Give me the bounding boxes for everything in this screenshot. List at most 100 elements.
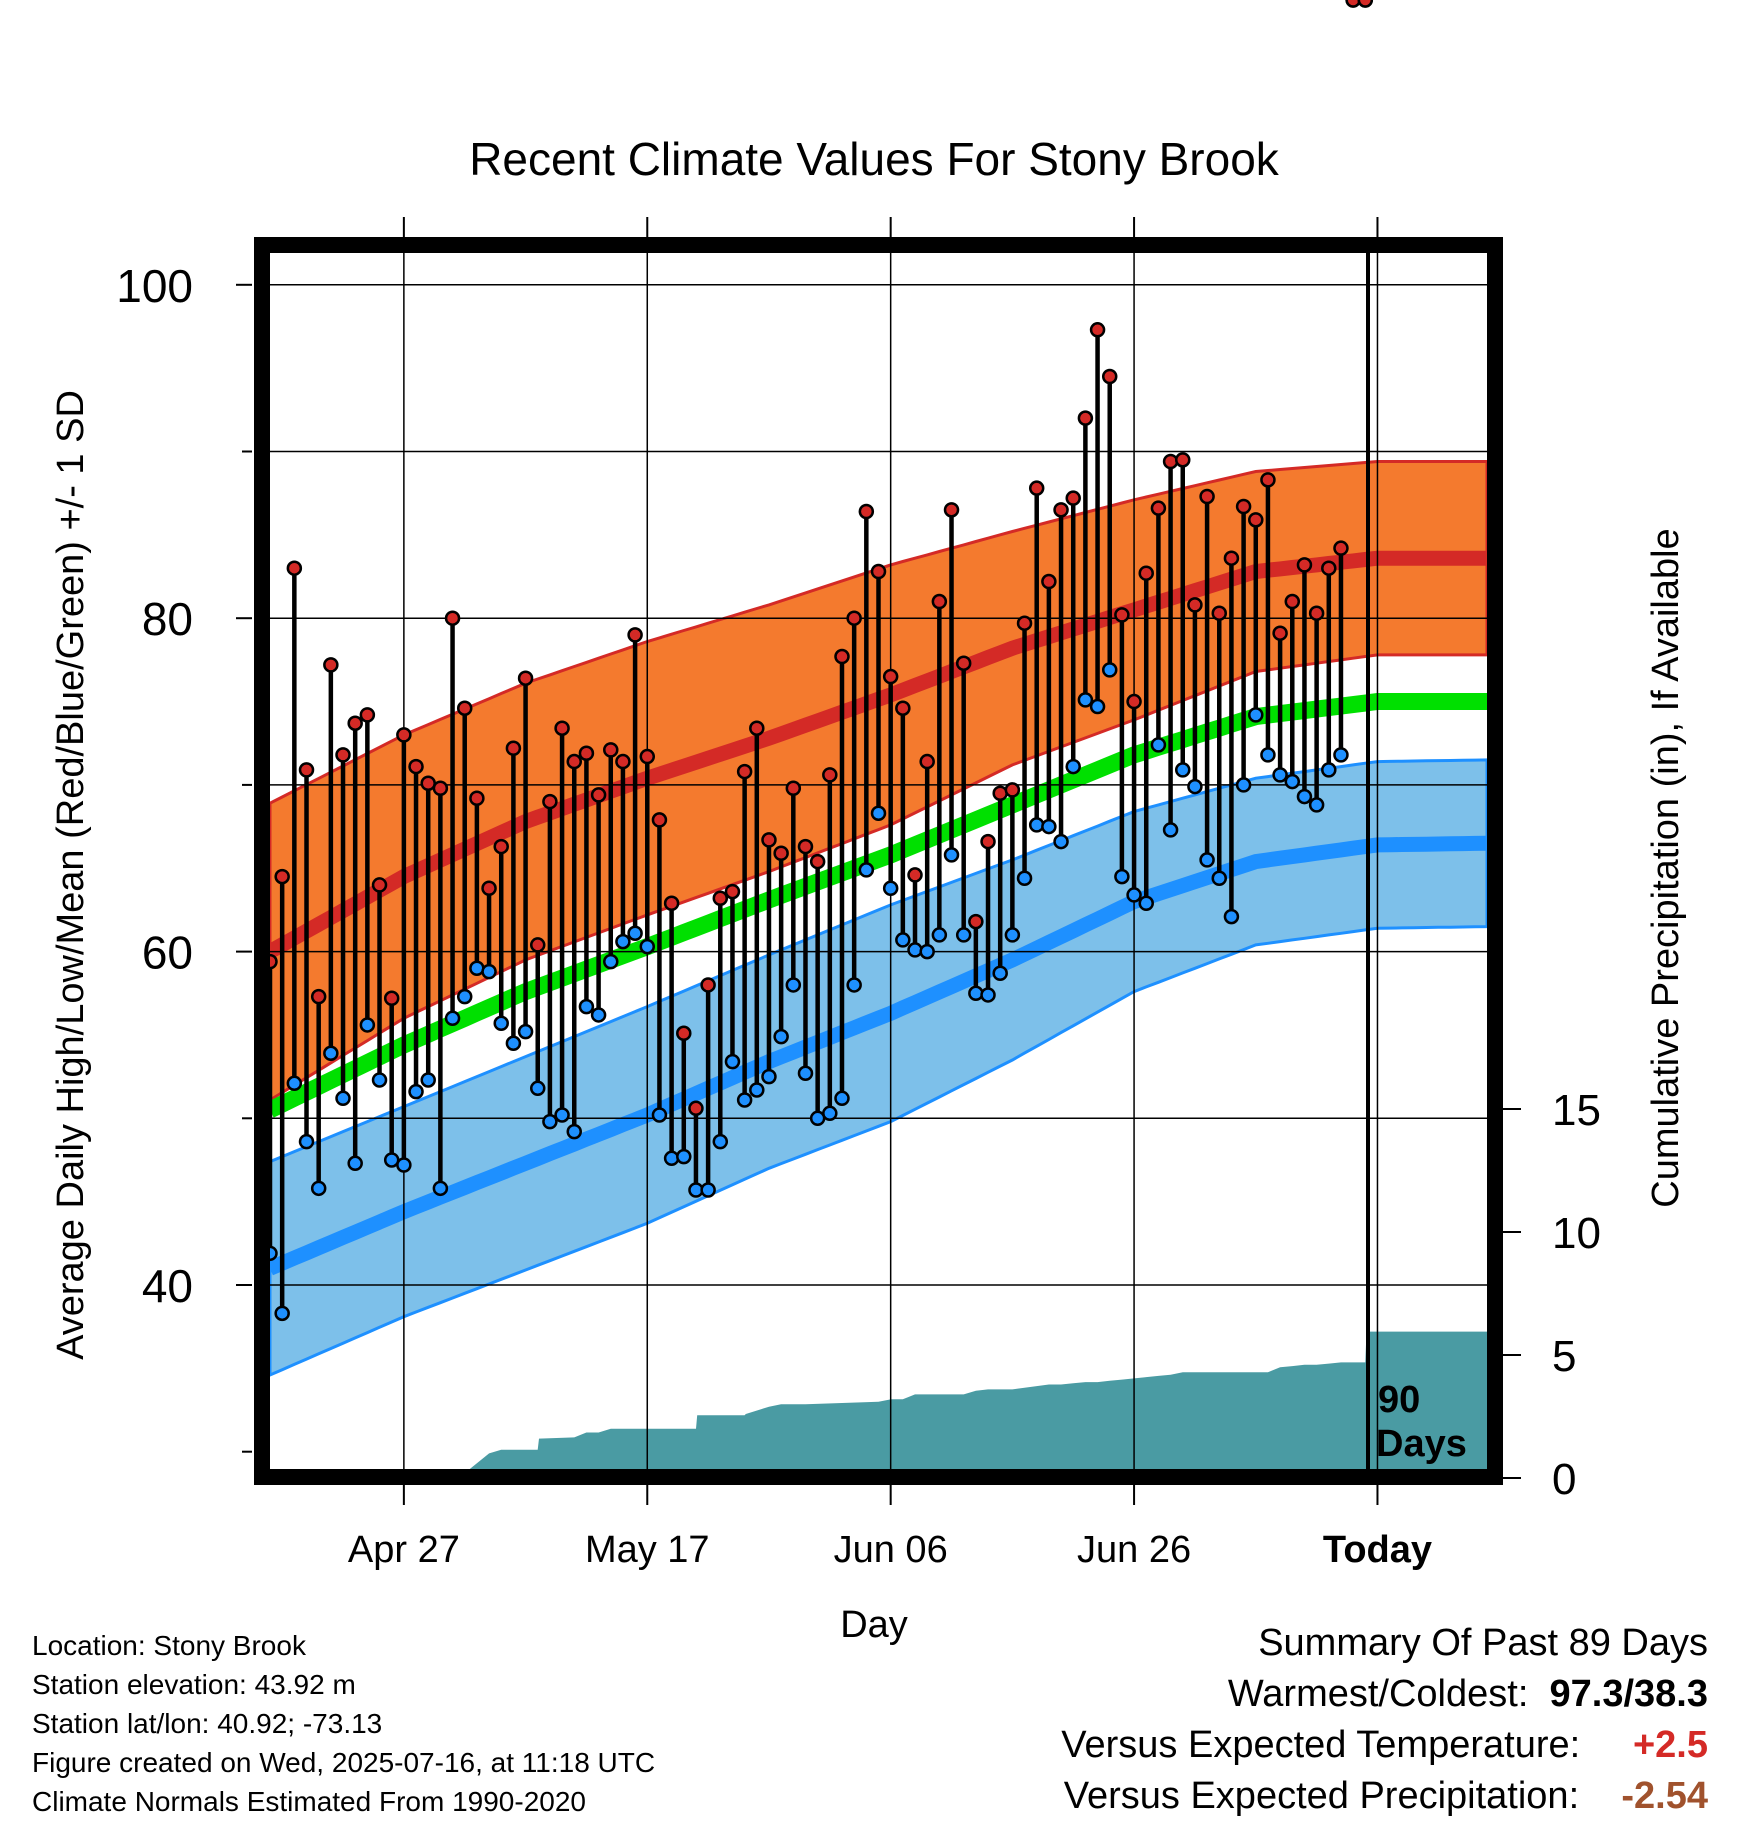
daily-high-point: [1175, 452, 1191, 468]
x-tick-label: May 17: [585, 1529, 710, 1571]
daily-low-point: [615, 933, 631, 950]
daily-high-point: [1211, 605, 1228, 621]
footer-elevation: Station elevation: 43.92 m: [32, 1669, 356, 1700]
daily-low-point: [797, 1065, 814, 1082]
daily-low-point: [1150, 737, 1167, 753]
summary-temp-value: +2.5: [1632, 1724, 1708, 1766]
daily-high-point: [676, 1025, 692, 1042]
daily-high-point: [1028, 480, 1045, 496]
daily-low-point: [895, 932, 911, 948]
daily-observations: [262, 0, 1374, 1322]
daily-low-point: [1004, 927, 1021, 943]
daily-high-point: [1199, 488, 1215, 505]
summary-warm-cold-label: Warmest/Coldest:: [1227, 1673, 1529, 1715]
daily-low-point: [1321, 762, 1337, 778]
daily-low-point: [663, 1150, 680, 1167]
daily-high-point: [688, 1100, 704, 1117]
y-tick-label: 80: [142, 593, 193, 645]
daily-high-point: [858, 503, 875, 520]
daily-low-point: [1308, 797, 1325, 813]
daily-low-point: [1101, 662, 1118, 678]
x-tick-label: Jun 26: [1077, 1529, 1191, 1571]
daily-high-point: [347, 715, 363, 731]
daily-high-point: [1308, 605, 1325, 621]
daily-high-point: [383, 990, 400, 1007]
daily-low-point: [834, 1090, 850, 1107]
daily-low-point: [955, 927, 972, 943]
daily-low-point: [554, 1107, 570, 1123]
daily-low-point: [1260, 747, 1276, 763]
summary-precip-value: -2.54: [1621, 1775, 1708, 1817]
daily-low-point: [359, 1017, 376, 1033]
daily-low-point: [749, 1082, 765, 1098]
daily-high-point: [298, 762, 315, 778]
daily-low-point: [298, 1133, 315, 1150]
daily-low-point: [858, 862, 875, 878]
daily-high-point: [1077, 410, 1094, 426]
daily-high-point: [1004, 782, 1021, 798]
chart-title: Recent Climate Values For Stony Brook: [469, 133, 1280, 185]
daily-low-point: [1175, 762, 1191, 778]
daily-high-point: [1187, 597, 1203, 613]
daily-low-point: [335, 1090, 351, 1107]
y2-tick-label: 15: [1552, 1086, 1601, 1135]
daily-high-point: [529, 937, 546, 953]
summary-title: Summary Of Past 89 Days: [1258, 1622, 1708, 1664]
daily-high-point: [1296, 557, 1313, 573]
daily-low-point: [274, 1305, 290, 1322]
y-axis-label: Average Daily High/Low/Mean (Red/Blue/Gr…: [50, 390, 92, 1360]
daily-low-point: [1016, 870, 1033, 887]
footer-created: Figure created on Wed, 2025-07-16, at 11…: [32, 1747, 656, 1778]
daily-low-point: [822, 1105, 838, 1122]
daily-low-point: [639, 938, 656, 955]
daily-high-point: [335, 747, 351, 763]
daily-high-point: [1333, 540, 1349, 556]
y2-tick-label: 0: [1552, 1455, 1576, 1504]
daily-low-point: [590, 1007, 607, 1023]
daily-high-point: [274, 868, 290, 885]
daily-low-point: [943, 847, 960, 863]
daily-low-point: [882, 880, 899, 897]
y2-tick-label: 10: [1552, 1209, 1601, 1258]
daily-low-point: [408, 1083, 424, 1100]
daily-low-point: [846, 977, 862, 993]
daily-high-point: [1114, 607, 1130, 623]
summary-warm-cold-value: 97.3/38.3: [1549, 1673, 1708, 1715]
daily-high-point: [724, 883, 741, 900]
daily-low-point: [310, 1180, 327, 1197]
daily-high-point: [1101, 368, 1118, 385]
daily-low-point: [627, 925, 643, 942]
summary-warm-cold-row: Warmest/Coldest: 97.3/38.3: [1228, 1673, 1708, 1716]
daily-high-point: [712, 890, 729, 907]
daily-low-point: [992, 965, 1008, 982]
today-marker-label-line2: Days: [1376, 1423, 1467, 1465]
daily-low-point: [529, 1080, 546, 1097]
daily-high-point: [834, 648, 850, 665]
daily-high-point: [1126, 693, 1142, 710]
daily-low-point: [542, 1113, 558, 1130]
daily-high-point: [651, 812, 668, 828]
daily-high-point: [1053, 502, 1069, 518]
daily-high-point: [980, 833, 996, 850]
daily-low-point: [724, 1053, 741, 1070]
daily-high-point: [736, 763, 753, 780]
daily-high-point: [1248, 512, 1264, 528]
daily-high-point: [481, 880, 497, 897]
daily-high-point: [590, 787, 607, 803]
daily-low-point: [1126, 887, 1142, 903]
daily-high-point: [1235, 498, 1252, 515]
daily-high-point: [517, 670, 534, 686]
daily-low-point: [323, 1045, 339, 1062]
daily-high-point: [1260, 472, 1276, 488]
daily-low-point: [1114, 868, 1130, 885]
daily-high-point: [968, 913, 984, 930]
daily-high-point: [1272, 625, 1288, 641]
daily-low-point: [773, 1028, 789, 1045]
daily-low-point: [1248, 707, 1264, 723]
x-axis-label: Day: [840, 1604, 908, 1646]
daily-low-point: [481, 963, 497, 980]
daily-low-point: [1138, 895, 1154, 912]
summary-temp-row: Versus Expected Temperature: +2.5: [1061, 1724, 1708, 1767]
daily-low-point: [1235, 777, 1252, 793]
daily-low-point: [1199, 852, 1215, 868]
